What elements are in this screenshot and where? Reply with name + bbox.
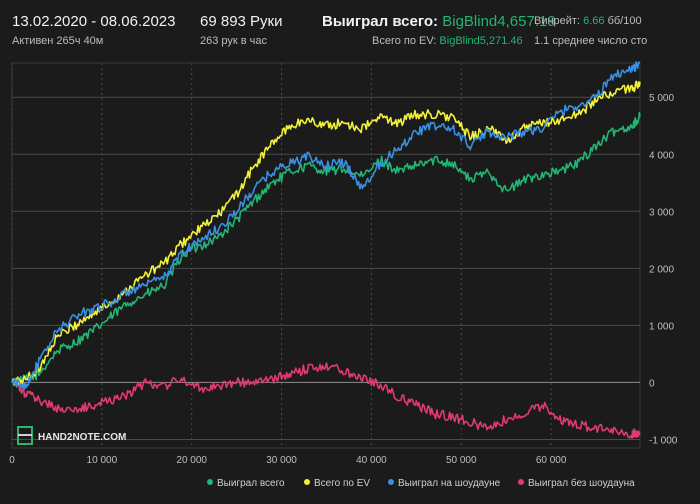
ev-total: Всего по EV: BigBlind5,271.46 xyxy=(372,35,523,47)
winrate: Винрейт: 6.66 бб/100 xyxy=(534,15,642,27)
hands-count: 69 893 Руки xyxy=(200,13,283,30)
line-won-showdown xyxy=(11,61,641,390)
winrate-label: Винрейт: xyxy=(534,15,581,27)
winrate-unit: бб/100 xyxy=(607,15,642,27)
x-tick-label: 40 000 xyxy=(356,455,387,466)
graph-chart: -1 000 0 1 000 2 000 3 000 4 000 5 000 0 10 000 2… xyxy=(0,58,700,504)
y-tick-label: 1 000 xyxy=(649,321,674,332)
y-tick-label: 4 000 xyxy=(649,150,674,161)
won-total-label: Выиграл всего: xyxy=(322,13,439,30)
y-tick-label: 3 000 xyxy=(649,207,674,218)
legend-marker[interactable] xyxy=(207,479,213,485)
axis-labels: -1 000 0 1 000 2 000 3 000 4 000 5 000 0 10 000 2… xyxy=(9,93,678,466)
line-won-total xyxy=(11,111,641,387)
line-won-no-showdown xyxy=(11,362,641,439)
won-total-value: 4,657.19 xyxy=(497,13,556,30)
legend-marker[interactable] xyxy=(388,479,394,485)
chart-background xyxy=(0,58,700,504)
date-range[interactable]: 13.02.2020 - 08.06.2023 xyxy=(12,13,176,30)
won-total-unit: BigBlind xyxy=(442,13,498,30)
winrate-value: 6.66 xyxy=(583,15,605,27)
legend-marker[interactable] xyxy=(518,479,524,485)
x-tick-label: 10 000 xyxy=(87,455,118,466)
ev-total-label: Всего по EV: xyxy=(372,35,437,47)
x-tick-label: 30 000 xyxy=(266,455,297,466)
active-time: Активен 265ч 40м xyxy=(12,35,104,47)
legend-label[interactable]: Выиграл всего xyxy=(217,478,285,489)
hand2note-logo: HAND2NOTE.COM xyxy=(17,426,126,445)
x-tick-label: 0 xyxy=(9,455,15,466)
x-tick-label: 50 000 xyxy=(446,455,477,466)
legend: Выиграл всего Всего по EV Выиграл на шоуда… xyxy=(207,477,635,489)
y-tick-label: 2 000 xyxy=(649,264,674,275)
ev-total-value: 5,271.46 xyxy=(479,35,523,47)
x-tick-label: 20 000 xyxy=(176,455,207,466)
legend-label[interactable]: Выиграл без шоудауна xyxy=(528,477,635,489)
avg-stack: 1.1 среднее число сто xyxy=(534,35,648,47)
plot-frame xyxy=(11,62,641,449)
y-tick-label: 5 000 xyxy=(649,93,674,104)
legend-marker[interactable] xyxy=(304,479,310,485)
legend-label[interactable]: Выиграл на шоудауне xyxy=(398,478,501,489)
y-tick-label: 0 xyxy=(649,378,655,389)
hands-per-hour: 263 рук в час xyxy=(200,35,268,47)
y-tick-label: -1 000 xyxy=(649,435,678,446)
x-tick-label: 60 000 xyxy=(536,455,567,466)
series-lines xyxy=(11,61,641,439)
stats-header: 13.02.2020 - 08.06.2023 Активен 265ч 40м… xyxy=(0,0,700,56)
legend-label[interactable]: Всего по EV xyxy=(314,478,370,489)
logo-text: HAND2NOTE.COM xyxy=(38,432,126,443)
ev-total-unit: BigBlind xyxy=(439,35,480,47)
won-total: Выиграл всего: BigBlind4,657.19 xyxy=(322,13,556,30)
